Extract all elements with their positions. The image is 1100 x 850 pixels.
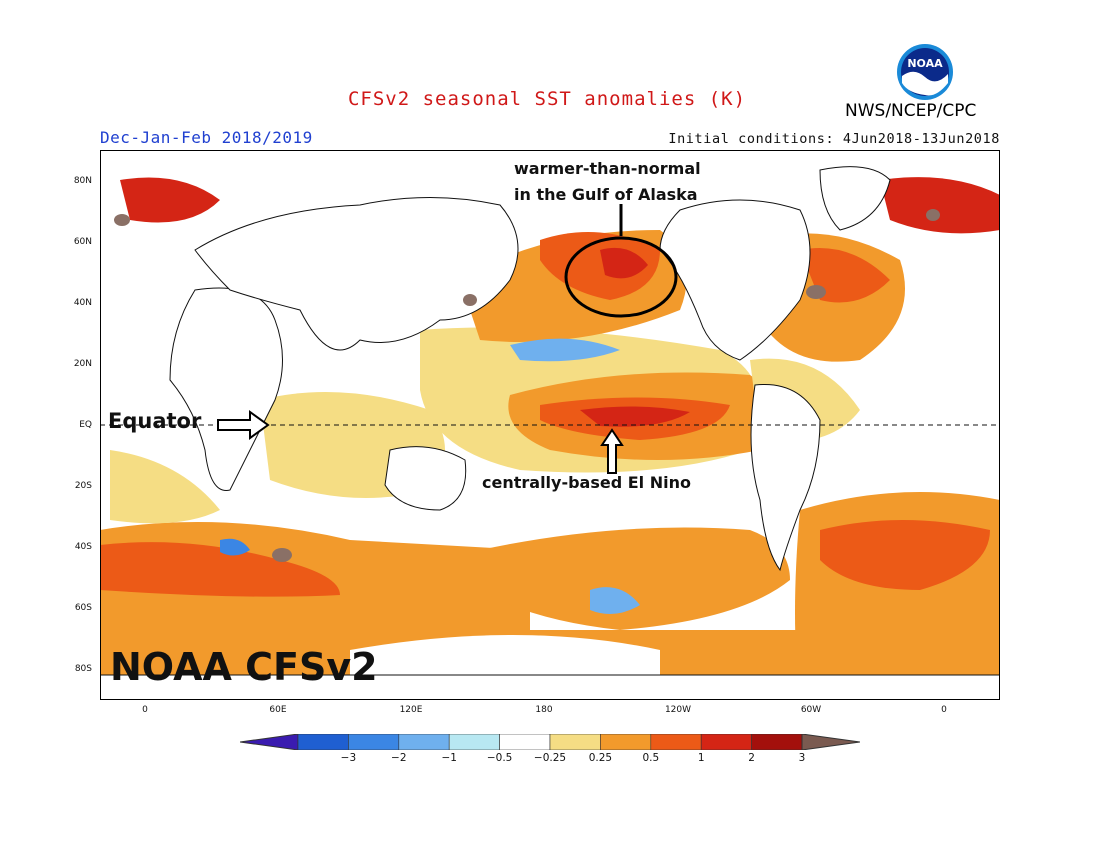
- colorbar-bin: [650, 734, 702, 750]
- colorbar-tick-label: −0.25: [533, 752, 567, 764]
- lon-label-180: 180: [535, 705, 553, 715]
- colorbar-bin: [348, 734, 400, 750]
- colorbar-tick-label: 3: [798, 752, 806, 764]
- gulf-annotation-line2: in the Gulf of Alaska: [514, 185, 698, 204]
- lat-label-20n: 20N: [73, 359, 92, 369]
- sst-anomaly-map: [100, 150, 1000, 700]
- colorbar-bin: [499, 734, 551, 750]
- colorbar-tick-label: −0.5: [486, 752, 513, 764]
- lon-label-60e: 60E: [269, 705, 287, 715]
- model-watermark: NOAA CFSv2: [110, 645, 378, 689]
- lat-label-40s: 40S: [74, 542, 92, 552]
- colorbar-bin: [448, 734, 500, 750]
- lat-label-20s: 20S: [74, 481, 92, 491]
- colorbar-tick-label: −3: [340, 752, 357, 764]
- lat-label-80s: 80S: [74, 664, 92, 674]
- colorbar-tick-label: 1: [697, 752, 705, 764]
- colorbar-max-extension: [801, 734, 860, 750]
- colorbar-bin: [700, 734, 752, 750]
- lat-label-60s: 60S: [74, 603, 92, 613]
- lon-label-120w: 120W: [664, 705, 692, 715]
- continent-outlines: [100, 166, 1000, 700]
- lon-label-120e: 120E: [399, 705, 423, 715]
- equator-annotation: Equator: [108, 409, 202, 433]
- lat-label-40n: 40N: [73, 298, 92, 308]
- colorbar-tick-label: 2: [748, 752, 755, 764]
- colorbar-min-extension: [240, 734, 299, 750]
- season-label: Dec-Jan-Feb 2018/2019: [100, 128, 313, 147]
- chart-title: CFSv2 seasonal SST anomalies (K): [347, 88, 747, 110]
- colorbar-tick-label: −1: [441, 752, 457, 764]
- lat-label-eq: EQ: [79, 420, 92, 430]
- lon-label-0-west: 0: [142, 705, 148, 715]
- svg-text:NOAA: NOAA: [907, 57, 943, 70]
- colorbar-bin: [549, 734, 601, 750]
- initial-conditions-label: Initial conditions: 4Jun2018-13Jun2018: [668, 131, 1000, 147]
- gulf-annotation-line1: warmer-than-normal: [514, 159, 701, 178]
- colorbar: [240, 734, 860, 750]
- lat-label-80n: 80N: [73, 176, 92, 186]
- gulf-of-alaska-annotation: warmer-than-normal in the Gulf of Alaska: [514, 156, 701, 208]
- colorbar-tick-label: 0.5: [642, 752, 660, 764]
- lon-label-60w: 60W: [800, 705, 822, 715]
- noaa-logo: NOAA: [897, 44, 953, 100]
- agency-label: NWS/NCEP/CPC: [845, 101, 977, 121]
- colorbar-bin: [600, 734, 652, 750]
- colorbar-tick-label: −2: [391, 752, 407, 764]
- equator-arrow-icon: [217, 410, 270, 440]
- colorbar-bin: [398, 734, 450, 750]
- colorbar-bin: [751, 734, 803, 750]
- lat-label-60n: 60N: [73, 237, 92, 247]
- el-nino-arrow-icon: [600, 428, 624, 474]
- gulf-of-alaska-circle: [564, 236, 678, 318]
- grey-land-spots: [114, 209, 940, 562]
- lon-label-0-east: 0: [941, 705, 947, 715]
- colorbar-tick-label: 0.25: [588, 752, 613, 764]
- el-nino-annotation: centrally-based El Nino: [482, 473, 691, 492]
- colorbar-bin: [297, 734, 349, 750]
